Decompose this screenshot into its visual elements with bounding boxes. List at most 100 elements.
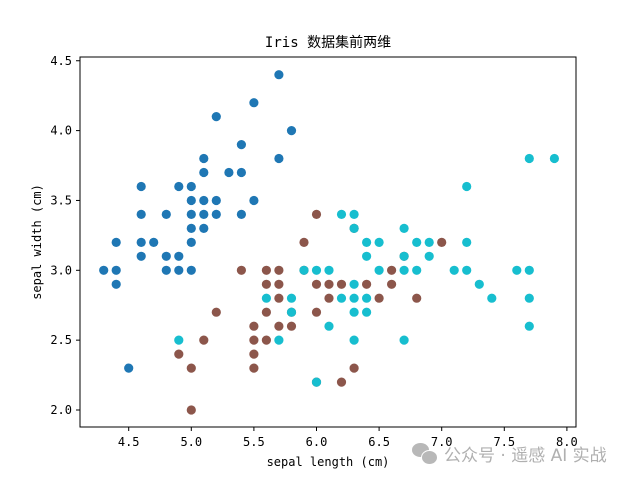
data-point [424, 251, 434, 261]
watermark: 公众号 · 遥感 AI 实战 [412, 441, 607, 466]
y-tick-label: 2.5 [50, 333, 72, 347]
data-point [449, 265, 459, 275]
data-point [161, 265, 171, 275]
data-point [186, 209, 196, 219]
data-point [199, 153, 209, 164]
data-point [399, 223, 409, 233]
x-tick-label: 7.5 [493, 435, 515, 449]
data-point [186, 181, 196, 192]
x-tick-label: 7.0 [431, 435, 453, 449]
y-axis-ticks: 2.0 2.5 3.0 3.5 4.0 4.5 [50, 54, 80, 417]
data-point [211, 195, 221, 206]
data-point [174, 335, 184, 345]
chart-title: Iris 数据集前两维 [265, 34, 391, 51]
data-point [387, 279, 397, 289]
data-point [412, 237, 422, 247]
data-point [336, 293, 347, 303]
data-point [362, 307, 372, 317]
data-point [249, 98, 259, 108]
data-point [261, 335, 271, 345]
data-point [199, 195, 209, 206]
data-point [362, 293, 372, 303]
data-point [249, 363, 259, 373]
data-point [186, 223, 196, 233]
data-point [311, 307, 322, 317]
data-point [211, 112, 221, 122]
data-point [374, 293, 384, 303]
data-point [512, 265, 522, 275]
data-point [286, 293, 297, 303]
wechat-icon [412, 442, 438, 465]
data-point [199, 335, 209, 345]
data-point [274, 321, 284, 331]
data-point [374, 265, 384, 275]
x-axis-label: sepal length (cm) [267, 455, 390, 469]
data-point [249, 321, 259, 331]
data-point [349, 363, 359, 373]
data-point [136, 251, 146, 261]
x-axis-ticks: 4.5 5.0 5.5 6.0 6.5 7.0 7.5 8.0 [118, 427, 578, 449]
data-point [111, 237, 121, 247]
data-point [349, 307, 359, 317]
data-point [462, 181, 472, 192]
data-point [524, 321, 534, 331]
y-axis-label: sepal width (cm) [30, 184, 44, 300]
data-point [211, 307, 221, 317]
x-tick-label: 6.5 [368, 435, 390, 449]
y-tick-label: 3.5 [50, 193, 72, 207]
data-point [174, 349, 184, 359]
data-point [387, 265, 397, 275]
data-point [299, 265, 309, 275]
data-point [149, 237, 159, 247]
data-point [274, 293, 284, 303]
data-point [236, 265, 246, 275]
data-point [174, 251, 184, 261]
data-point [274, 335, 284, 345]
data-point [186, 195, 196, 206]
data-point [336, 279, 347, 289]
x-tick-label: 8.0 [556, 435, 578, 449]
data-point [349, 223, 359, 233]
data-point [362, 279, 372, 289]
data-point [474, 279, 484, 289]
data-point [136, 181, 146, 192]
data-point [211, 209, 221, 219]
data-point [311, 377, 322, 387]
data-point [336, 377, 347, 387]
y-tick-label: 2.0 [50, 403, 72, 417]
x-tick-label: 4.5 [118, 435, 140, 449]
data-point [349, 293, 359, 303]
data-point [186, 363, 196, 373]
data-point [274, 70, 284, 80]
data-point [261, 265, 271, 275]
data-point [399, 335, 409, 345]
data-point [261, 279, 271, 289]
data-point [311, 209, 322, 219]
data-point [487, 293, 497, 303]
data-point [286, 321, 297, 331]
data-point [362, 251, 372, 261]
data-point [224, 167, 234, 178]
plot-frame [79, 56, 577, 428]
data-point [349, 279, 359, 289]
data-point [161, 209, 171, 219]
data-point [299, 237, 309, 247]
data-point [99, 265, 109, 275]
data-point [362, 237, 372, 247]
data-point [199, 209, 209, 219]
data-point [236, 140, 246, 150]
data-point [286, 307, 297, 317]
data-point [324, 293, 334, 303]
data-point [336, 209, 347, 219]
data-point [111, 279, 121, 289]
data-point [349, 335, 359, 345]
data-point [324, 321, 334, 331]
data-point [186, 237, 196, 247]
data-point [199, 167, 209, 178]
data-point [324, 279, 334, 289]
data-point [236, 209, 246, 219]
data-point [524, 293, 534, 303]
data-point [186, 405, 196, 415]
data-point [524, 153, 534, 164]
